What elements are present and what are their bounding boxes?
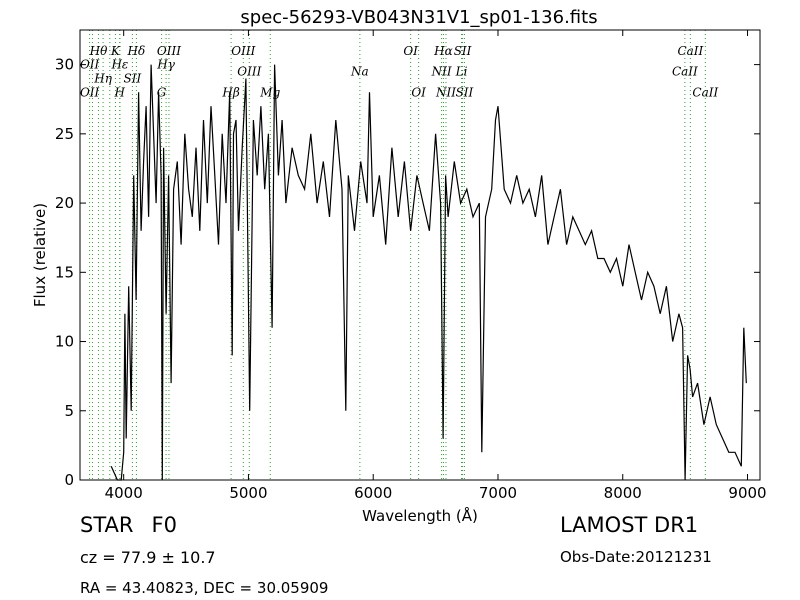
x-tick-label: 4000 <box>105 484 143 502</box>
line-label: CaII <box>692 85 718 99</box>
line-label: G <box>157 85 167 99</box>
line-label: NII <box>435 85 456 99</box>
line-label: Hθ <box>89 44 108 58</box>
line-label: Hβ <box>221 85 239 99</box>
line-label: NII <box>431 65 452 79</box>
line-label: Hη <box>93 71 112 85</box>
plot-frame <box>79 29 761 481</box>
line-label: Mg <box>259 85 280 99</box>
y-tick-label: 25 <box>55 125 74 143</box>
line-label: OIII <box>231 44 255 58</box>
chart-title: spec-56293-VB043N31V1_sp01-136.fits <box>240 7 597 28</box>
line-label: Hα <box>433 44 453 58</box>
line-label: Hγ <box>156 58 175 72</box>
emission-line-labels: Hθ K Hδ OIII OII Hε Hγ Hη SII OIII OIII Hβ Mg Na OI OI H… <box>80 44 719 100</box>
obs-date: Obs-Date:20121231 <box>560 548 712 566</box>
line-label: Na <box>350 65 369 79</box>
x-tick-label: 6000 <box>354 484 392 502</box>
x-tick-label: 7000 <box>479 484 517 502</box>
emission-line-markers <box>89 30 706 480</box>
line-label: CaII <box>677 44 703 58</box>
line-label: OII <box>80 85 100 99</box>
line-label: OII <box>80 58 100 72</box>
object-class: STAR F0 <box>80 513 177 537</box>
line-label: CaII <box>672 65 698 79</box>
y-axis-label: Flux (relative) <box>31 203 49 307</box>
line-label: SII <box>456 85 474 99</box>
object-subclass: F0 <box>151 513 177 537</box>
line-label: Li <box>455 65 468 79</box>
x-axis-label: Wavelength (Å) <box>362 506 478 525</box>
y-tick-label: 10 <box>55 333 74 351</box>
x-axis-ticks: 4000 5000 6000 7000 8000 9000 <box>105 30 767 502</box>
y-tick-label: 20 <box>55 194 74 212</box>
line-label: OIII <box>157 44 181 58</box>
coordinates-text: RA = 43.40823, DEC = 30.05909 <box>80 579 329 597</box>
y-tick-label: 15 <box>55 263 74 281</box>
line-label: Hε <box>110 58 128 72</box>
y-axis-ticks: 0 5 10 15 20 25 30 <box>55 56 760 489</box>
line-label: SII <box>454 44 472 58</box>
line-label: OI <box>403 44 418 58</box>
x-tick-label: 5000 <box>229 484 267 502</box>
y-tick-label: 30 <box>55 56 74 74</box>
x-tick-label: 9000 <box>728 484 766 502</box>
line-label: K <box>110 44 121 58</box>
line-label: OI <box>411 85 426 99</box>
spectrum-line <box>110 64 747 481</box>
line-label: SII <box>124 71 142 85</box>
y-tick-label: 0 <box>64 471 74 489</box>
redshift-text: cz = 77.9 ± 10.7 <box>80 548 216 567</box>
line-label: H <box>113 85 125 99</box>
survey-name: LAMOST DR1 <box>560 513 699 537</box>
x-tick-label: 8000 <box>604 484 642 502</box>
line-label: Hδ <box>127 44 146 58</box>
line-label: OIII <box>237 65 261 79</box>
y-tick-label: 5 <box>64 402 74 420</box>
object-class-text: STAR <box>80 513 134 537</box>
